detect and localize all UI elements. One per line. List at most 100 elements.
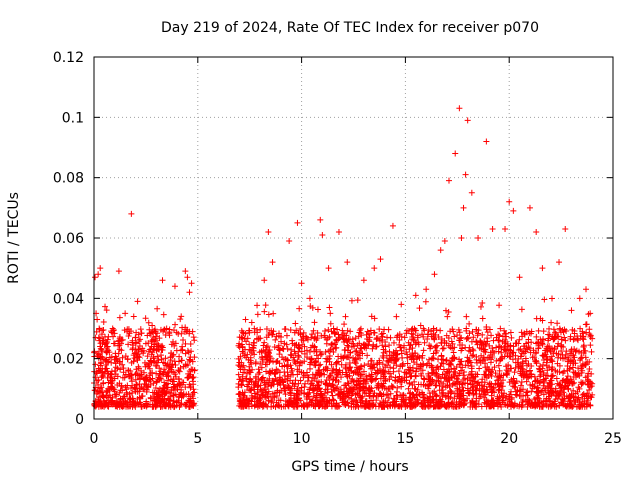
data-point (407, 373, 414, 380)
data-point (344, 339, 351, 346)
data-point (432, 371, 439, 378)
data-point (330, 325, 337, 332)
data-point (168, 366, 175, 373)
data-point (378, 331, 385, 338)
data-point (456, 337, 463, 344)
data-point (131, 350, 138, 357)
data-point (399, 375, 406, 382)
data-point (494, 393, 501, 400)
data-point (176, 375, 183, 382)
data-point (159, 277, 166, 284)
data-point (326, 304, 333, 311)
data-point (154, 353, 161, 360)
data-point (419, 331, 426, 338)
data-point (272, 336, 279, 343)
data-point (386, 376, 393, 383)
data-point (255, 391, 262, 398)
data-point (131, 402, 138, 409)
data-point (357, 345, 364, 352)
data-point (125, 367, 132, 374)
data-point (569, 326, 576, 333)
data-point (116, 380, 123, 387)
data-point (284, 382, 291, 389)
data-point (457, 358, 464, 365)
data-point (171, 358, 178, 365)
data-point (356, 393, 363, 400)
data-point (385, 326, 392, 333)
data-point (317, 401, 324, 408)
data-point (324, 335, 331, 342)
data-point (246, 397, 253, 404)
data-point (398, 402, 405, 409)
data-point (411, 325, 418, 332)
data-point (355, 333, 362, 340)
data-point (489, 225, 496, 232)
data-point (531, 396, 538, 403)
data-point (409, 345, 416, 352)
data-point (314, 329, 321, 336)
data-point (368, 397, 375, 404)
data-point (554, 354, 561, 361)
data-point (340, 330, 347, 337)
data-point (379, 361, 386, 368)
data-point (335, 378, 342, 385)
data-point (465, 358, 472, 365)
data-point (352, 335, 359, 342)
data-point (371, 329, 378, 336)
data-point (261, 339, 268, 346)
data-point (255, 335, 262, 342)
data-point (135, 337, 142, 344)
data-point (315, 379, 322, 386)
data-point (357, 372, 364, 379)
data-point (172, 321, 179, 328)
data-point (251, 351, 258, 358)
data-point (368, 313, 375, 320)
data-point (341, 347, 348, 354)
data-point (360, 377, 367, 384)
data-point (373, 343, 380, 350)
data-point (413, 355, 420, 362)
data-point (146, 326, 153, 333)
data-point (153, 378, 160, 385)
data-point (430, 378, 437, 385)
data-point (463, 336, 470, 343)
data-point (376, 359, 383, 366)
data-point (497, 380, 504, 387)
data-point (138, 330, 145, 337)
data-point (327, 310, 334, 317)
data-point (584, 390, 591, 397)
data-point (319, 231, 326, 238)
data-point (439, 391, 446, 398)
data-point (437, 327, 444, 334)
data-point (465, 389, 472, 396)
data-point (379, 384, 386, 391)
data-point (498, 344, 505, 351)
data-point (528, 339, 535, 346)
data-point (301, 343, 308, 350)
data-point (242, 316, 249, 323)
data-point (521, 330, 528, 337)
data-point (554, 368, 561, 375)
data-point (285, 361, 292, 368)
data-point (468, 338, 475, 345)
data-point (314, 335, 321, 342)
data-point (241, 366, 248, 373)
data-point (350, 369, 357, 376)
data-point (176, 403, 183, 410)
data-point (517, 388, 524, 395)
data-point (534, 377, 541, 384)
data-point (154, 305, 161, 312)
data-point (296, 362, 303, 369)
data-point (524, 401, 531, 408)
data-point (264, 351, 271, 358)
data-point (352, 358, 359, 365)
data-point (355, 390, 362, 397)
data-point (535, 327, 542, 334)
data-point (239, 335, 246, 342)
data-point (486, 380, 493, 387)
data-point (93, 377, 100, 384)
data-point (333, 366, 340, 373)
data-point (362, 400, 369, 407)
data-point (544, 343, 551, 350)
data-point (178, 347, 185, 354)
